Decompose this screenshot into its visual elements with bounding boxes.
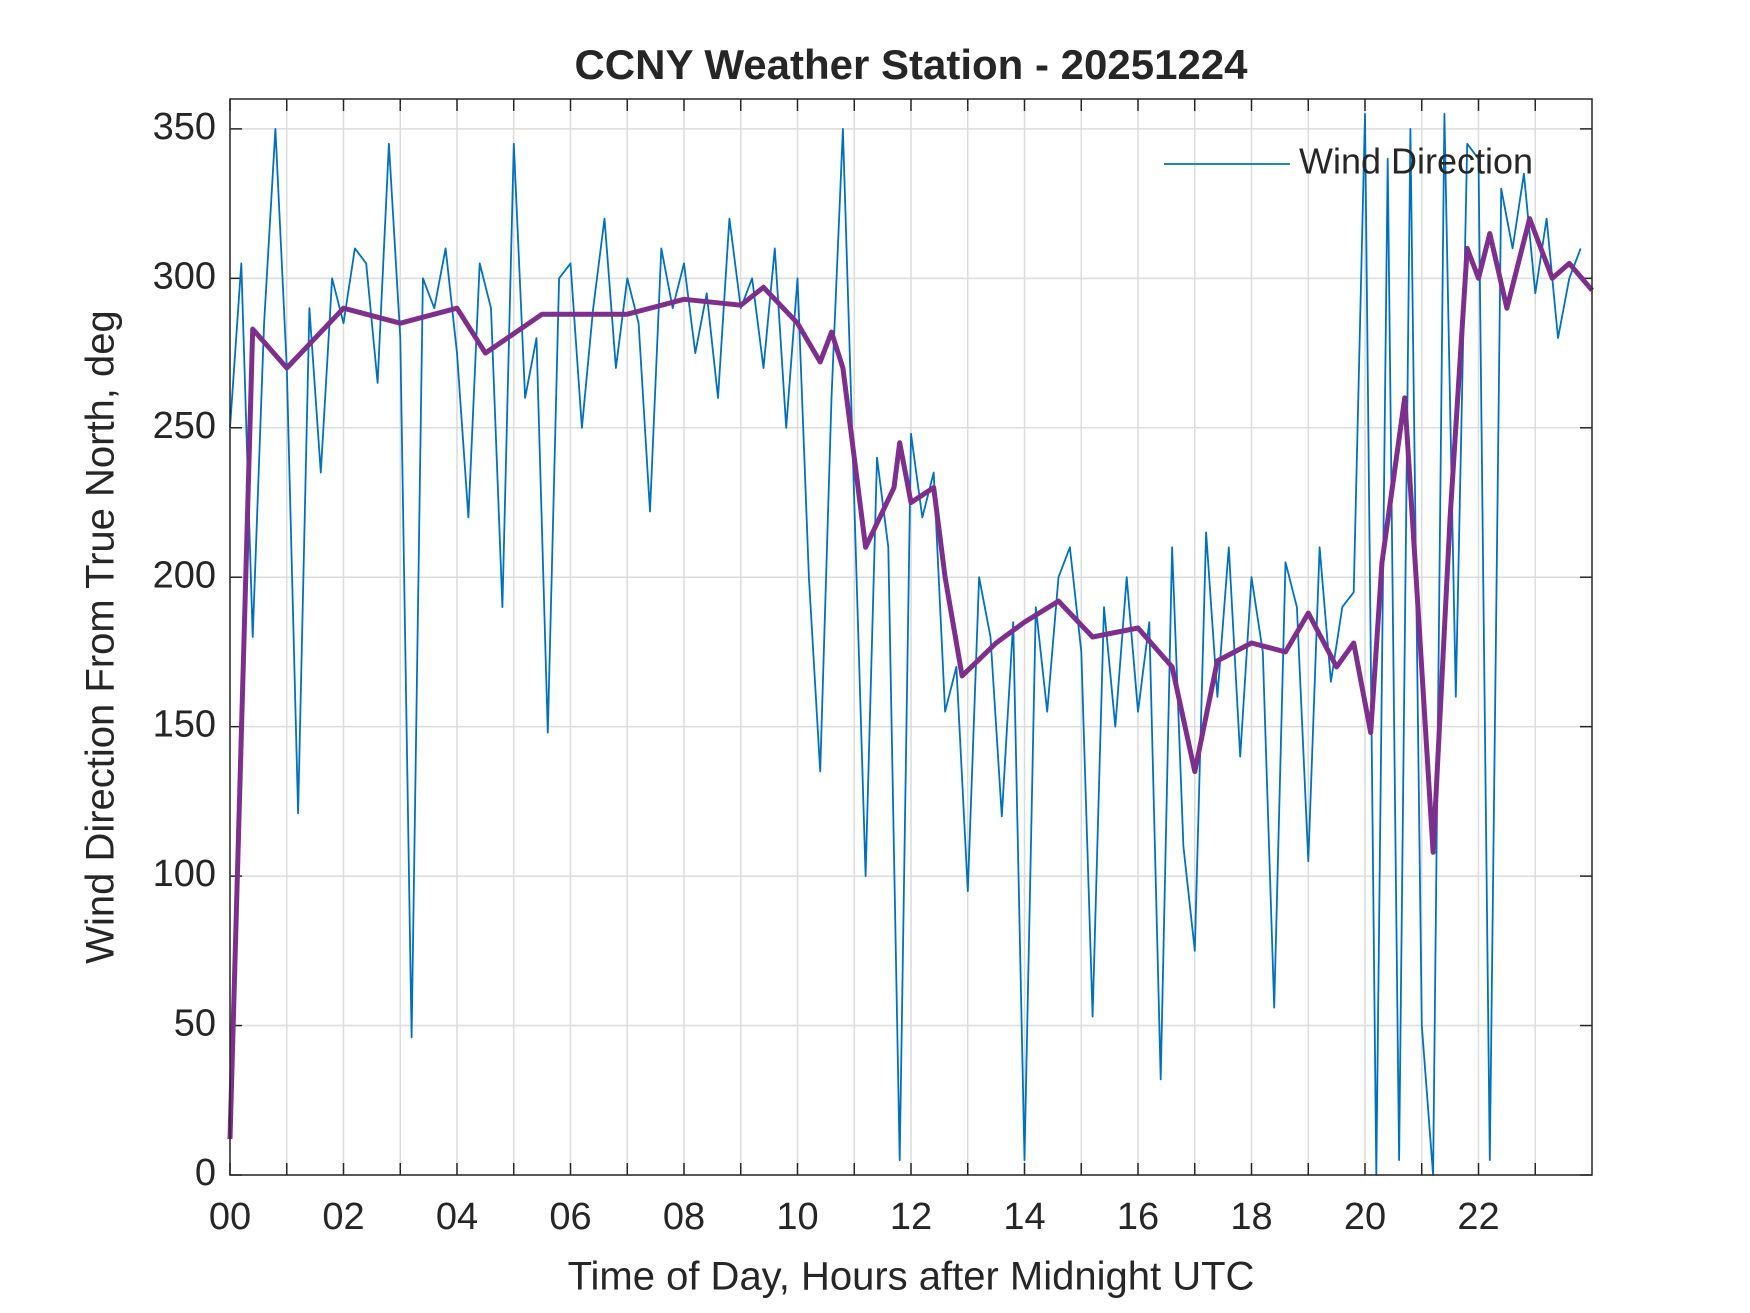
smoothed-line (227, 216, 1594, 1140)
y-tick-label: 250 (153, 405, 216, 447)
x-tick-label: 10 (776, 1196, 818, 1238)
x-tick-label: 18 (1230, 1196, 1272, 1238)
x-tick-label: 14 (1003, 1196, 1045, 1238)
x-tick-label: 12 (890, 1196, 932, 1238)
y-tick-label: 350 (153, 106, 216, 148)
y-tick-label: 50 (174, 1003, 216, 1045)
x-tick-label: 02 (322, 1196, 364, 1238)
y-tick-label: 300 (153, 255, 216, 297)
axes-box (229, 98, 1593, 1176)
x-axis-label: Time of Day, Hours after Midnight UTC (568, 1255, 1255, 1299)
y-tick-label: 0 (195, 1152, 216, 1194)
data-line (229, 113, 1582, 1176)
x-tick-label: 04 (436, 1196, 478, 1238)
chart-title: CCNY Weather Station - 20251224 (574, 41, 1248, 88)
x-tick-label: 00 (209, 1196, 251, 1238)
x-tick-label: 06 (549, 1196, 591, 1238)
x-tick-label: 20 (1344, 1196, 1386, 1238)
y-axis-label: Wind Direction From True North, deg (79, 310, 123, 964)
y-tick-label: 200 (153, 554, 216, 596)
x-tick-label: 22 (1457, 1196, 1499, 1238)
y-tick-label: 100 (153, 853, 216, 895)
legend-label: Wind Direction (1299, 141, 1533, 182)
x-tick-label: 08 (663, 1196, 705, 1238)
y-tick-label: 150 (153, 704, 216, 746)
x-tick-label: 16 (1117, 1196, 1159, 1238)
